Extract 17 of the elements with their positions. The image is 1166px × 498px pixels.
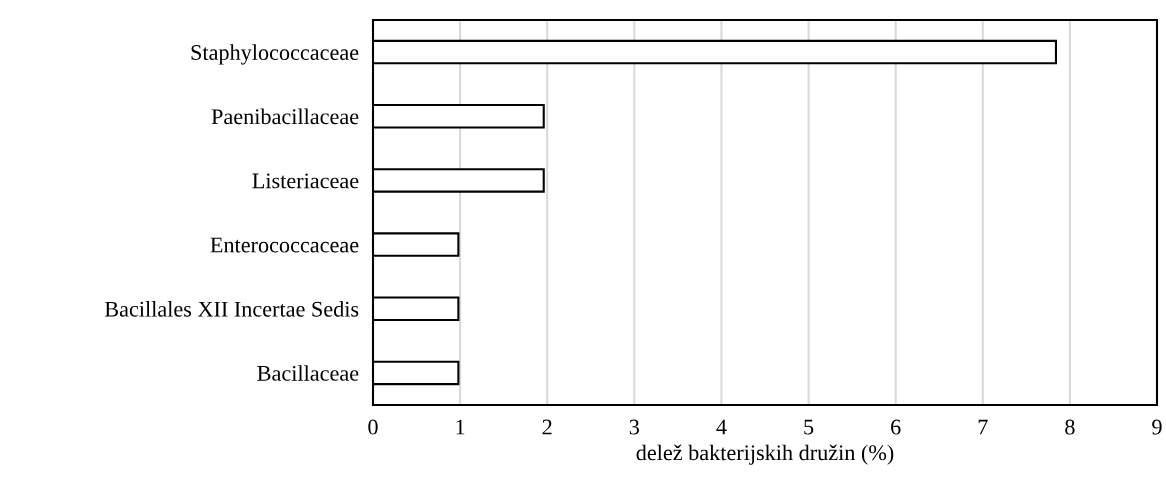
x-tick-label: 8 [1065,419,1075,435]
x-tick-label: 5 [804,419,814,435]
x-tick-label: 4 [716,419,727,435]
y-tick-label: Paenibacillaceae [211,108,359,125]
y-tick-label: Staphylococcaceae [191,44,359,65]
x-tick-label: 6 [891,419,901,435]
x-axis-title: delež bakterijskih družin (%) [636,444,894,465]
y-tick-label: Bacillales XII Incertae Sedis [104,301,359,317]
x-tick-label: 3 [629,419,640,435]
y-tick-label: Enterococcaceae [210,237,359,253]
x-tick-label: 0 [368,419,378,435]
x-tick-label: 1 [456,419,465,435]
y-tick-label: Bacillaceae [257,365,359,381]
y-tick-label: Listeriaceae [252,173,359,189]
x-tick-label: 2 [542,419,552,435]
x-tick-label: 9 [1152,419,1162,435]
x-tick-label: 7 [978,419,988,435]
